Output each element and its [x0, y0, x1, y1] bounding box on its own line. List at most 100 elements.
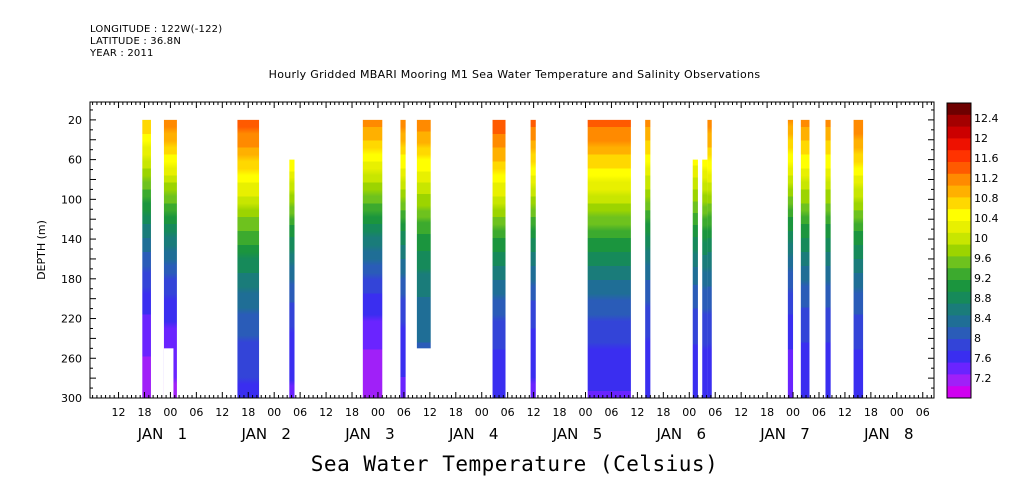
- colorbar-swatch: [947, 350, 971, 364]
- data-segment: [707, 119, 712, 398]
- colorbar-swatch: [947, 114, 971, 128]
- colorbar-label: 10.8: [974, 192, 999, 205]
- data-segment: [702, 159, 708, 398]
- data-segment: [787, 119, 794, 398]
- data-segment: [800, 119, 810, 398]
- x-tick-label: 12: [734, 406, 748, 419]
- x-tick-label: 00: [475, 406, 489, 419]
- colorbar-frame: [946, 102, 972, 399]
- colorbar-swatch: [947, 244, 971, 257]
- colorbar-label: 7.6: [974, 352, 992, 365]
- y-tick-label: 260: [61, 352, 82, 365]
- x-tick-label: 06: [293, 406, 307, 419]
- data-segment: [825, 119, 831, 398]
- y-tick-label: 20: [68, 114, 82, 127]
- x-tick-label: 12: [423, 406, 437, 419]
- chart-title: Hourly Gridded MBARI Mooring M1 Sea Wate…: [268, 68, 761, 81]
- x-tick-label: 06: [708, 406, 722, 419]
- colorbar-swatch: [947, 256, 971, 269]
- x-tick-label: 18: [760, 406, 774, 419]
- x-tick-label: 12: [527, 406, 541, 419]
- colorbar-swatch: [947, 197, 971, 210]
- x-tick-label: 00: [163, 406, 177, 419]
- y-tick-label: 100: [61, 193, 82, 206]
- x-tick-label: 06: [189, 406, 203, 419]
- x-tick-label: 12: [630, 406, 644, 419]
- missing-data-gap: [163, 348, 174, 398]
- data-segment: [416, 119, 431, 349]
- data-segment: [237, 119, 260, 398]
- colorbar-label: 9.6: [974, 252, 992, 265]
- variable-title: Sea Water Temperature (Celsius): [310, 452, 719, 476]
- x-tick-label: 06: [812, 406, 826, 419]
- colorbar-label: 10.4: [974, 212, 999, 225]
- x-tick-label: 00: [786, 406, 800, 419]
- x-tick-label: 06: [397, 406, 411, 419]
- colorbar-swatch: [947, 232, 971, 246]
- x-tick-label: 18: [137, 406, 151, 419]
- x-tick-label: 00: [890, 406, 904, 419]
- colorbar-label: 10: [974, 232, 988, 245]
- colorbar-swatch: [947, 138, 971, 151]
- data-segment: [362, 119, 383, 398]
- data-segment: [163, 119, 177, 398]
- data-segment: [645, 119, 651, 398]
- colorbar-swatch: [947, 315, 971, 328]
- date-label: JAN 7: [759, 425, 810, 443]
- x-tick-label: 18: [241, 406, 255, 419]
- data-segment: [530, 119, 536, 398]
- colorbar-swatch: [947, 126, 971, 139]
- data-segment: [692, 159, 698, 398]
- colorbar-swatch: [947, 374, 971, 387]
- data-segment: [142, 119, 151, 398]
- colorbar-swatch: [947, 150, 971, 163]
- colorbar-swatch: [947, 173, 971, 187]
- x-tick-label: 12: [838, 406, 852, 419]
- y-tick-label: 180: [61, 273, 82, 286]
- data-segment: [587, 119, 631, 398]
- data-segments: [142, 119, 864, 398]
- x-tick-label: 06: [604, 406, 618, 419]
- colorbar-swatch: [947, 291, 971, 305]
- x-tick-label: 00: [267, 406, 281, 419]
- data-segment: [400, 119, 406, 398]
- colorbar-swatch: [947, 103, 971, 116]
- colorbar-label: 8.4: [974, 312, 992, 325]
- longitude-label: LONGITUDE : 122W(-122): [90, 24, 223, 35]
- y-tick-label: 140: [61, 233, 82, 246]
- x-tick-label: 18: [449, 406, 463, 419]
- colorbar-swatch: [947, 339, 971, 352]
- colorbar-swatch: [947, 209, 971, 222]
- x-tick-label: 12: [215, 406, 229, 419]
- x-tick-label: 06: [501, 406, 515, 419]
- x-tick-label: 18: [345, 406, 359, 419]
- x-tick-label: 12: [319, 406, 333, 419]
- y-tick-label: 300: [61, 392, 82, 405]
- x-tick-label: 06: [916, 406, 930, 419]
- date-label: JAN 2: [240, 425, 291, 443]
- y-tick-label: 60: [68, 154, 82, 167]
- date-label: JAN 4: [448, 425, 499, 443]
- axes: 20 60 100 140 180 220 260 300 DEPTH (m) 12 18 00 06 1…: [35, 102, 934, 443]
- colorbar-swatch: [947, 386, 971, 399]
- x-tick-label: 18: [864, 406, 878, 419]
- y-tick-label: 220: [61, 313, 82, 326]
- colorbar-label: 7.2: [974, 372, 992, 385]
- y-axis-label: DEPTH (m): [35, 220, 48, 280]
- x-tick-label: 18: [656, 406, 670, 419]
- colorbar-label: 8: [974, 332, 981, 345]
- colorbar-swatch: [947, 303, 971, 316]
- date-label: JAN 8: [863, 425, 914, 443]
- colorbar-swatch: [947, 280, 971, 293]
- colorbar-swatch: [947, 221, 971, 234]
- colorbar-swatch: [947, 362, 971, 375]
- x-tick-label: 18: [553, 406, 567, 419]
- data-segment: [289, 159, 295, 398]
- colorbar-swatch: [947, 268, 971, 281]
- x-tick-label: 00: [371, 406, 385, 419]
- colorbar-swatch: [947, 162, 971, 175]
- colorbar-swatch: [947, 327, 971, 340]
- data-segment: [853, 119, 864, 398]
- data-segment: [492, 119, 506, 398]
